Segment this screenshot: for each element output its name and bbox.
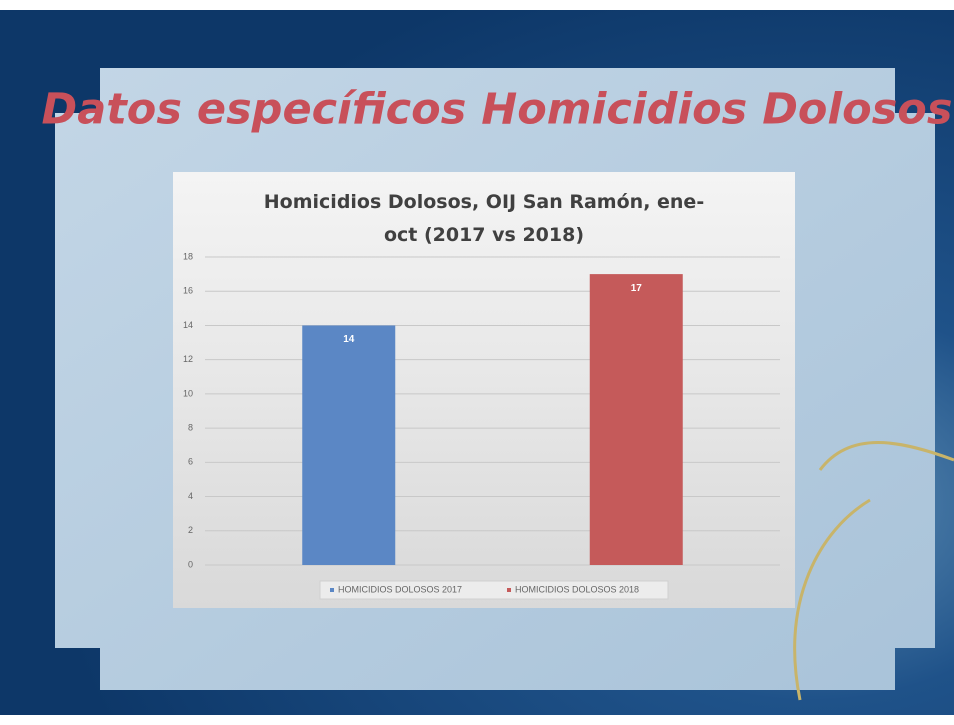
- legend-box: [319, 580, 669, 600]
- decorative-swoosh: [793, 441, 954, 701]
- y-tick-label: 12: [183, 354, 193, 364]
- legend-swatch: [330, 588, 334, 592]
- bar: [589, 274, 683, 565]
- chart-area: [173, 172, 795, 608]
- data-label: 14: [343, 334, 355, 345]
- y-tick-label: 8: [188, 422, 193, 432]
- slide-heading: Datos específicos Homicidios Dolosos: [42, 85, 953, 135]
- y-tick-label: 18: [183, 251, 193, 261]
- y-tick-label: 4: [188, 491, 193, 501]
- bar: [302, 325, 396, 565]
- y-tick-label: 16: [183, 286, 193, 296]
- y-tick-label: 10: [183, 388, 193, 398]
- y-tick-label: 0: [188, 559, 193, 569]
- legend-swatch: [507, 588, 511, 592]
- y-tick-label: 2: [188, 525, 193, 535]
- y-tick-label: 6: [188, 457, 193, 467]
- chart-title: Homicidios Dolosos, OIJ San Ramón, ene-o…: [263, 191, 705, 246]
- legend-label: HOMICIDIOS DOLOSOS 2017: [338, 584, 462, 594]
- legend-label: HOMICIDIOS DOLOSOS 2018: [515, 584, 639, 594]
- data-label: 17: [631, 283, 643, 294]
- y-tick-label: 14: [183, 320, 193, 330]
